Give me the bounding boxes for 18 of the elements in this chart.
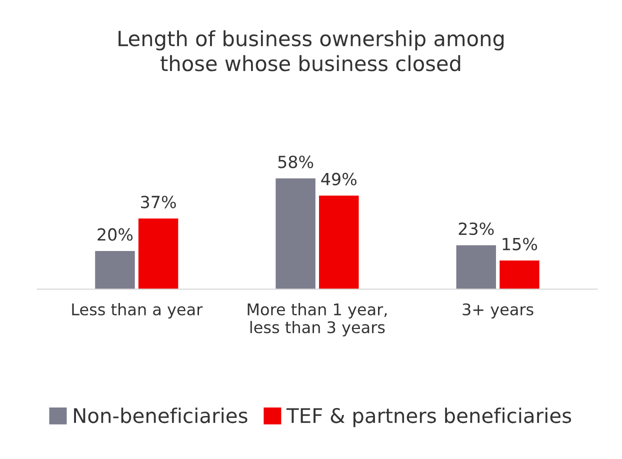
bar: [138, 218, 178, 290]
x-tick-label: More than 1 year, less than 3 years: [248, 303, 387, 336]
data-label: 20%: [98, 228, 133, 241]
chart-title: Length of business ownership among those whose business closed: [118, 30, 504, 72]
data-label: 37%: [141, 196, 176, 208]
bar: [456, 245, 496, 290]
bar: [319, 196, 359, 290]
bar: [95, 250, 135, 290]
legend-label: TEF & partners beneficiaries: [286, 408, 572, 428]
bar: [276, 178, 316, 290]
data-label: 23%: [458, 222, 494, 236]
x-tick-label: Less than a year: [72, 303, 203, 319]
legend-label: Non-beneficiaries: [74, 408, 248, 424]
x-tick-label: 3+ years: [462, 303, 534, 319]
data-label: 58%: [278, 156, 314, 168]
data-label: 15%: [502, 238, 538, 250]
data-label: 49%: [321, 172, 356, 186]
bar: [500, 260, 540, 290]
